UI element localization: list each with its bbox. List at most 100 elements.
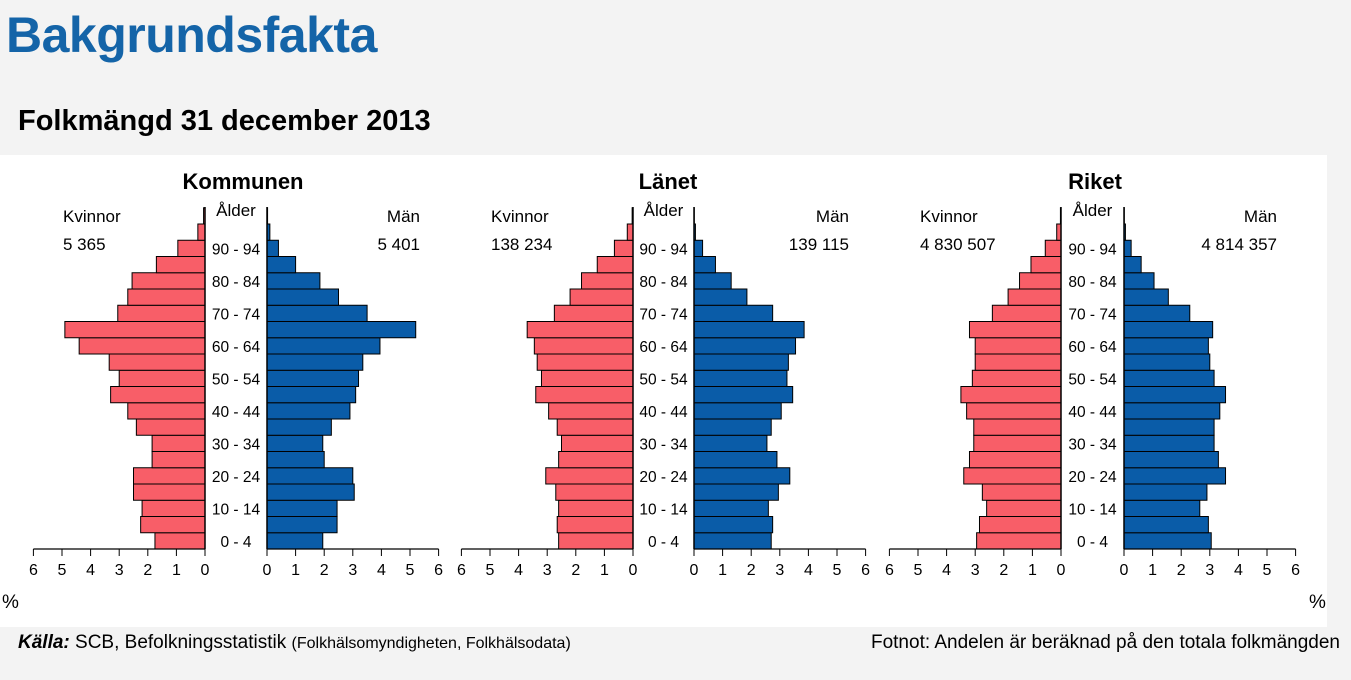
bar-women (117, 304, 206, 322)
bar-men (693, 516, 774, 534)
age-tick-label: 70 - 74 (639, 306, 688, 323)
bar-women (555, 483, 634, 501)
age-axis-label: Ålder (216, 201, 256, 220)
bar-women (553, 304, 634, 322)
age-tick-label: 30 - 34 (1068, 436, 1117, 453)
bar-women (108, 353, 206, 371)
bar-women (558, 532, 634, 550)
bar-men (266, 532, 324, 550)
bar-men (266, 321, 417, 339)
bar-women (981, 483, 1062, 501)
bar-men (266, 256, 297, 274)
bar-men (1123, 467, 1227, 485)
x-tick-label-men: 2 (1177, 562, 1186, 579)
bar-women (127, 402, 206, 420)
footnote: Fotnot: Andelen är beräknad på den total… (870, 632, 1340, 653)
x-tick-label-women: 4 (86, 562, 95, 579)
bar-men (1123, 516, 1209, 534)
bar-men (266, 239, 279, 257)
x-tick-label-men: 5 (406, 562, 415, 579)
age-tick-label: 0 - 4 (220, 534, 251, 551)
bar-men (1123, 337, 1209, 355)
bar-men (266, 418, 332, 436)
bar-women (1030, 256, 1062, 274)
x-tick-label-men: 4 (1234, 562, 1243, 579)
source-note: Källa: SCB, Befolkningsstatistik (Folkhä… (18, 632, 571, 654)
bar-men (1123, 499, 1201, 517)
bar-women (545, 467, 634, 485)
x-tick-label-women: 6 (457, 562, 466, 579)
x-tick-label-men: 2 (747, 562, 756, 579)
age-tick-label: 10 - 14 (1068, 501, 1117, 518)
age-tick-label: 70 - 74 (1068, 306, 1117, 323)
bar-women (558, 499, 634, 517)
age-tick-label: 90 - 94 (212, 241, 261, 258)
men-total: 5 401 (377, 235, 420, 254)
bar-men (1123, 272, 1155, 290)
x-tick-label-women: 3 (543, 562, 552, 579)
bar-women (556, 418, 634, 436)
x-tick-label-men: 3 (348, 562, 357, 579)
bar-men (1123, 532, 1212, 550)
x-tick-label-men: 6 (1291, 562, 1300, 579)
chart-panel (0, 155, 1327, 627)
x-tick-label-men: 6 (434, 562, 443, 579)
bar-men (266, 467, 354, 485)
bar-women (127, 288, 206, 306)
men-label: Män (1244, 207, 1277, 226)
women-total: 5 365 (63, 235, 106, 254)
women-label: Kvinnor (491, 207, 549, 226)
bar-women (596, 256, 634, 274)
bar-men (693, 467, 791, 485)
bar-men (693, 499, 769, 517)
age-tick-label: 60 - 64 (639, 339, 688, 356)
bar-women (973, 434, 1062, 452)
age-tick-label: 90 - 94 (639, 241, 688, 258)
women-label: Kvinnor (63, 207, 121, 226)
age-tick-label: 40 - 44 (639, 404, 688, 421)
bar-men (1123, 321, 1214, 339)
bar-women (991, 304, 1062, 322)
bar-women (978, 516, 1062, 534)
men-total: 139 115 (789, 235, 849, 254)
bar-men (266, 499, 338, 517)
men-total: 4 814 357 (1201, 235, 1277, 254)
bar-men (693, 434, 768, 452)
bar-women (118, 369, 206, 387)
x-tick-label-men: 0 (263, 562, 272, 579)
bar-women (78, 337, 206, 355)
bar-men (693, 451, 778, 469)
x-tick-label-women: 2 (143, 562, 152, 579)
age-tick-label: 0 - 4 (648, 534, 679, 551)
bar-women (974, 353, 1062, 371)
bar-women (110, 386, 206, 404)
bar-men (1123, 386, 1227, 404)
age-tick-label: 90 - 94 (1068, 241, 1117, 258)
bar-men (693, 353, 789, 371)
bar-men (693, 239, 704, 257)
x-tick-label-women: 1 (1028, 562, 1037, 579)
bar-men (266, 353, 364, 371)
x-tick-label-men: 0 (690, 562, 699, 579)
bar-women (177, 239, 206, 257)
page-title: Bakgrundsfakta (6, 7, 377, 63)
age-tick-label: 20 - 24 (1068, 469, 1117, 486)
bar-men (1123, 353, 1211, 371)
bar-men (693, 483, 779, 501)
bar-men (1123, 239, 1132, 257)
bar-women (561, 434, 634, 452)
age-axis-label: Ålder (1073, 201, 1113, 220)
bar-women (613, 239, 634, 257)
age-tick-label: 20 - 24 (212, 469, 261, 486)
bar-women (140, 516, 206, 534)
bar-women (973, 418, 1062, 436)
bar-men (693, 304, 774, 322)
x-tick-label-women: 0 (1057, 562, 1066, 579)
bar-women (133, 467, 206, 485)
bar-women (548, 402, 634, 420)
bar-women (1007, 288, 1062, 306)
bar-men (1123, 369, 1215, 387)
bar-men (693, 256, 716, 274)
source-detail: (Folkhälsomyndigheten, Folkhälsodata) (291, 635, 571, 652)
